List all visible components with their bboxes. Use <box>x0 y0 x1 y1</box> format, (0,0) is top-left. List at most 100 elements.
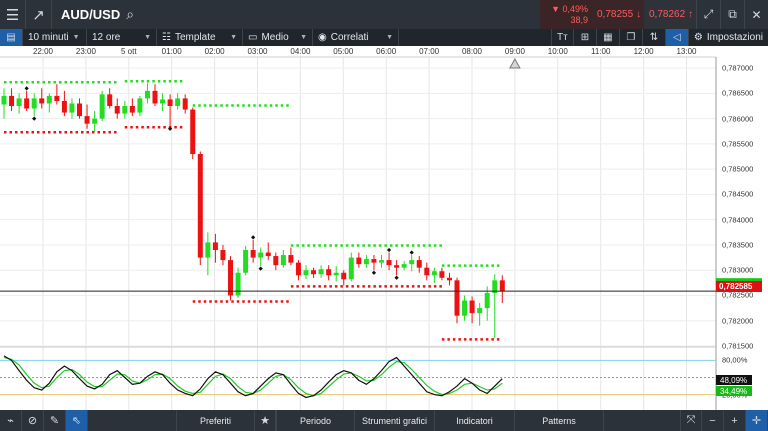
time-tick-label: 03:00 <box>247 47 268 56</box>
grid-icon[interactable]: ▦ <box>597 29 620 46</box>
time-tick-label: 5 ott <box>121 47 137 56</box>
change-value: 38,9 <box>570 14 588 25</box>
search-icon[interactable]: ⌕ <box>126 6 135 22</box>
candle-body <box>107 94 113 106</box>
candle-body <box>175 98 181 106</box>
zoom-out-icon[interactable]: − <box>702 410 724 431</box>
star-icon[interactable]: ★ <box>254 410 276 431</box>
indicators-label: Indicatori <box>456 415 493 426</box>
chevron-down-icon: ▼ <box>72 34 80 41</box>
settings-label: Impostazioni <box>706 32 763 43</box>
candle-body <box>311 270 317 275</box>
tab-period[interactable]: Periodo <box>276 410 354 431</box>
candle-body <box>386 260 392 266</box>
stochastic-k-line <box>3 355 503 399</box>
candle-body <box>446 277 452 281</box>
zoom-in-icon[interactable]: + <box>724 410 746 431</box>
tab-indicators[interactable]: Indicatori <box>434 410 514 431</box>
chart-panel-icon[interactable]: ▤ <box>0 29 23 46</box>
candle-body <box>220 250 226 261</box>
interval-label: 10 minuti <box>28 32 69 43</box>
candle-body <box>122 106 128 114</box>
time-axis: 22:00 23:00 5 ott 01:00 02:00 03:00 04:00 05:00… <box>0 46 716 57</box>
price-tick-label: 0,783000 <box>722 265 754 275</box>
tab-drawing-tools[interactable]: Strumenti grafici <box>354 410 434 431</box>
price-tick-label: 0,785000 <box>722 164 754 174</box>
up-arrow-icon: ↑ <box>688 9 694 20</box>
candle-body <box>69 103 75 113</box>
range-select[interactable]: 12 ore ▼ <box>87 29 157 46</box>
gear-icon: ⚙ <box>693 32 703 43</box>
candle-body <box>348 257 354 280</box>
time-tick-label: 08:00 <box>461 47 483 56</box>
candle-body <box>431 271 437 276</box>
average-icon: ▭ <box>248 32 258 43</box>
resize-icon[interactable]: ⤧ <box>680 410 702 431</box>
tag-icon[interactable]: ◁ <box>665 29 689 46</box>
symbol-name[interactable]: AUD/USD <box>61 7 121 22</box>
average-select[interactable]: ▭ Medio ▼ <box>243 29 313 46</box>
pivot-high-marker <box>409 250 414 255</box>
price-tick-label: 0,785500 <box>722 139 754 149</box>
candle-body <box>280 255 286 266</box>
hamburger-menu-icon[interactable]: ☰ <box>0 0 26 29</box>
cursor-icon[interactable]: ⇖ <box>66 410 88 431</box>
last-price: 0,782585 <box>719 282 753 291</box>
oscillator-d: 34,49% <box>720 386 748 396</box>
candle-body <box>394 265 400 268</box>
chart-area[interactable]: 22:00 23:00 5 ott 01:00 02:00 03:00 04:00 05:00… <box>0 46 768 410</box>
price-tick-label: 0,786500 <box>722 88 754 98</box>
candle-body <box>167 99 173 106</box>
candle-body <box>401 264 407 268</box>
price-chart-svg[interactable] <box>0 46 768 410</box>
time-tick-label: 13:00 <box>676 47 697 56</box>
change-percent: ▼ 0,49% <box>551 3 588 14</box>
candle-body <box>197 154 203 258</box>
template-select[interactable]: ☷ Template ▼ <box>157 29 243 46</box>
buy-price-button[interactable]: 0,78262 ↑ <box>644 0 696 29</box>
candle-body <box>129 106 135 113</box>
windows-icon[interactable]: ❐ <box>620 29 643 46</box>
buy-price: 0,78262 <box>649 9 686 20</box>
range-label: 12 ore <box>92 32 121 43</box>
candle-body <box>144 90 150 99</box>
candle-body <box>273 256 279 266</box>
candle-body <box>77 103 82 117</box>
no-entry-icon[interactable]: ⊘ <box>22 410 44 431</box>
popout-icon[interactable]: ⧉ <box>720 0 744 29</box>
time-tick-label: 10:00 <box>547 47 568 56</box>
header-bar: ☰ ↗ AUD/USD ⌕ ▼ 0,49% 38,9 0,78255 ↓ 0,7… <box>0 0 768 29</box>
price-tick-label: 0,786000 <box>722 114 754 124</box>
correlated-select[interactable]: ◉ Correlati ▼ <box>313 29 399 46</box>
compare-icon[interactable]: ⇅ <box>643 29 666 46</box>
period-label: Periodo <box>299 415 332 426</box>
price-tick-label: 0,782000 <box>722 316 754 326</box>
time-tick-label: 23:00 <box>75 47 96 56</box>
pivot-low-marker <box>32 116 37 121</box>
pivot-low-marker <box>394 275 399 280</box>
candle-body <box>160 99 166 104</box>
fullscreen-icon[interactable]: ⤢ <box>696 0 720 29</box>
tab-patterns[interactable]: Patterns <box>514 410 604 431</box>
candle-body <box>258 252 264 258</box>
close-icon[interactable]: ✕ <box>744 0 768 29</box>
magnet-icon[interactable]: ⌁ <box>0 410 22 431</box>
chevron-down-icon: ▼ <box>144 34 151 41</box>
interval-select[interactable]: 10 minuti ▼ <box>23 29 87 46</box>
text-size-icon[interactable]: Tт <box>550 29 574 46</box>
candle-body <box>182 98 188 110</box>
pencil-icon[interactable]: ✎ <box>44 410 66 431</box>
candle-body <box>243 250 249 273</box>
tab-favorites[interactable]: Preferiti <box>176 410 254 431</box>
chart-type-icon[interactable]: ↗ <box>26 0 52 29</box>
bottom-bar: ⌁ ⊘ ✎ ⇖ Preferiti ★ Periodo Strumenti gr… <box>0 410 768 431</box>
pivot-low-marker <box>371 270 377 275</box>
layout-icon[interactable]: ⊞ <box>574 29 597 46</box>
time-tick-label: 04:00 <box>290 47 311 56</box>
price-tick-label: 0,784000 <box>722 215 754 225</box>
pivot-high-marker <box>386 247 392 253</box>
sell-price-button[interactable]: 0,78255 ↓ <box>592 0 644 29</box>
settings-button[interactable]: ⚙ Impostazioni <box>689 29 768 46</box>
time-tick-label: 12:00 <box>633 47 654 56</box>
fit-icon[interactable]: ✛ <box>746 410 768 431</box>
